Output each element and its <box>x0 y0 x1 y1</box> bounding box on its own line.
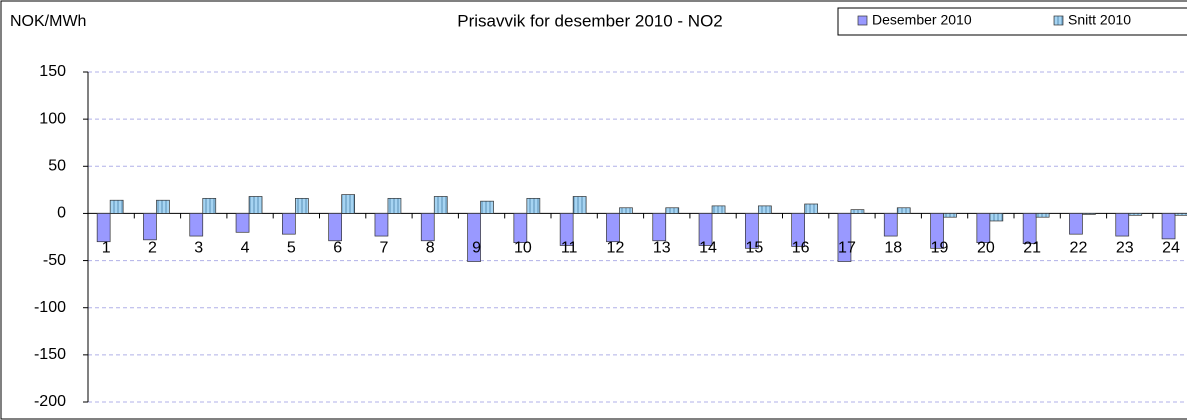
x-tick-label: 23 <box>1116 240 1134 257</box>
bar <box>883 213 898 237</box>
bar <box>698 213 713 246</box>
bar <box>837 213 852 262</box>
bar <box>96 213 111 243</box>
x-tick-label: 2 <box>148 240 157 257</box>
y-tick-label: -200 <box>34 393 66 410</box>
bar <box>896 207 911 214</box>
x-tick-label: 15 <box>745 240 763 257</box>
y-tick-label: -100 <box>34 299 66 316</box>
legend-swatch <box>857 15 868 26</box>
x-tick-label: 14 <box>699 240 717 257</box>
bar <box>976 213 991 244</box>
bar <box>943 213 957 218</box>
bar <box>143 213 157 241</box>
bar <box>559 213 574 246</box>
bar <box>652 213 667 242</box>
x-tick-label: 6 <box>333 240 342 257</box>
bar <box>1115 213 1130 237</box>
x-tick-label: 19 <box>931 240 949 257</box>
chart-title: Prisavvik for desember 2010 - NO2 <box>457 11 723 30</box>
y-tick-label: 0 <box>57 205 66 222</box>
bar <box>711 205 726 214</box>
bar <box>328 213 342 242</box>
bar <box>606 213 620 243</box>
bar <box>1174 213 1187 216</box>
bar <box>248 196 263 214</box>
bar <box>513 213 528 244</box>
bar <box>1022 213 1037 244</box>
bar <box>1082 213 1096 215</box>
bar <box>467 213 481 262</box>
x-tick-label: 17 <box>838 240 856 257</box>
bar <box>295 197 309 214</box>
x-tick-label: 10 <box>514 240 532 257</box>
bar <box>572 196 587 214</box>
bar <box>804 203 819 214</box>
y-axis-label: NOK/MWh <box>10 13 86 30</box>
y-tick-label: 150 <box>39 63 66 80</box>
x-tick-label: 7 <box>379 240 388 257</box>
bar <box>850 209 865 214</box>
legend: Desember 2010 Snitt 2010 <box>837 7 1187 36</box>
bar <box>989 213 1004 222</box>
x-tick-label: 8 <box>426 240 435 257</box>
bar <box>1128 213 1143 216</box>
x-tick-label: 18 <box>884 240 902 257</box>
bar <box>387 197 402 214</box>
bar <box>526 197 541 214</box>
bar <box>930 213 944 249</box>
bar <box>757 205 772 214</box>
x-tick-label: 22 <box>1070 240 1088 257</box>
bar <box>665 207 680 214</box>
legend-swatch <box>1053 15 1064 26</box>
bar <box>374 213 389 237</box>
x-tick-label: 1 <box>102 240 111 257</box>
bar <box>420 213 435 242</box>
bar <box>480 200 494 214</box>
y-tick-label: 100 <box>39 110 66 127</box>
bar <box>202 197 217 214</box>
legend-label: Desember 2010 <box>872 12 972 28</box>
x-tick-label: 4 <box>241 240 250 257</box>
bar <box>156 199 170 214</box>
bar <box>744 213 759 249</box>
bar <box>433 196 448 214</box>
bar <box>791 213 806 247</box>
x-tick-label: 16 <box>792 240 810 257</box>
x-tick-label: 21 <box>1023 240 1041 257</box>
x-tick-label: 3 <box>194 240 203 257</box>
bar <box>235 213 250 233</box>
y-tick-label: 50 <box>48 158 66 175</box>
x-tick-label: 12 <box>607 240 625 257</box>
bar <box>1069 213 1083 235</box>
bar <box>619 207 633 214</box>
x-tick-label: 5 <box>287 240 296 257</box>
x-tick-label: 9 <box>472 240 481 257</box>
legend-label: Snitt 2010 <box>1068 12 1131 28</box>
x-tick-label: 11 <box>561 240 578 257</box>
bar <box>1035 213 1050 218</box>
legend-box <box>837 7 1187 36</box>
y-tick-label: -50 <box>43 252 66 269</box>
x-tick-label: 24 <box>1162 240 1180 257</box>
bar <box>1161 213 1176 240</box>
bar <box>109 199 124 214</box>
x-tick-label: 13 <box>653 240 671 257</box>
bar <box>341 194 355 214</box>
x-tick-label: 20 <box>977 240 995 257</box>
bar <box>282 213 296 235</box>
y-tick-label: -150 <box>34 346 66 363</box>
bar <box>189 213 204 237</box>
